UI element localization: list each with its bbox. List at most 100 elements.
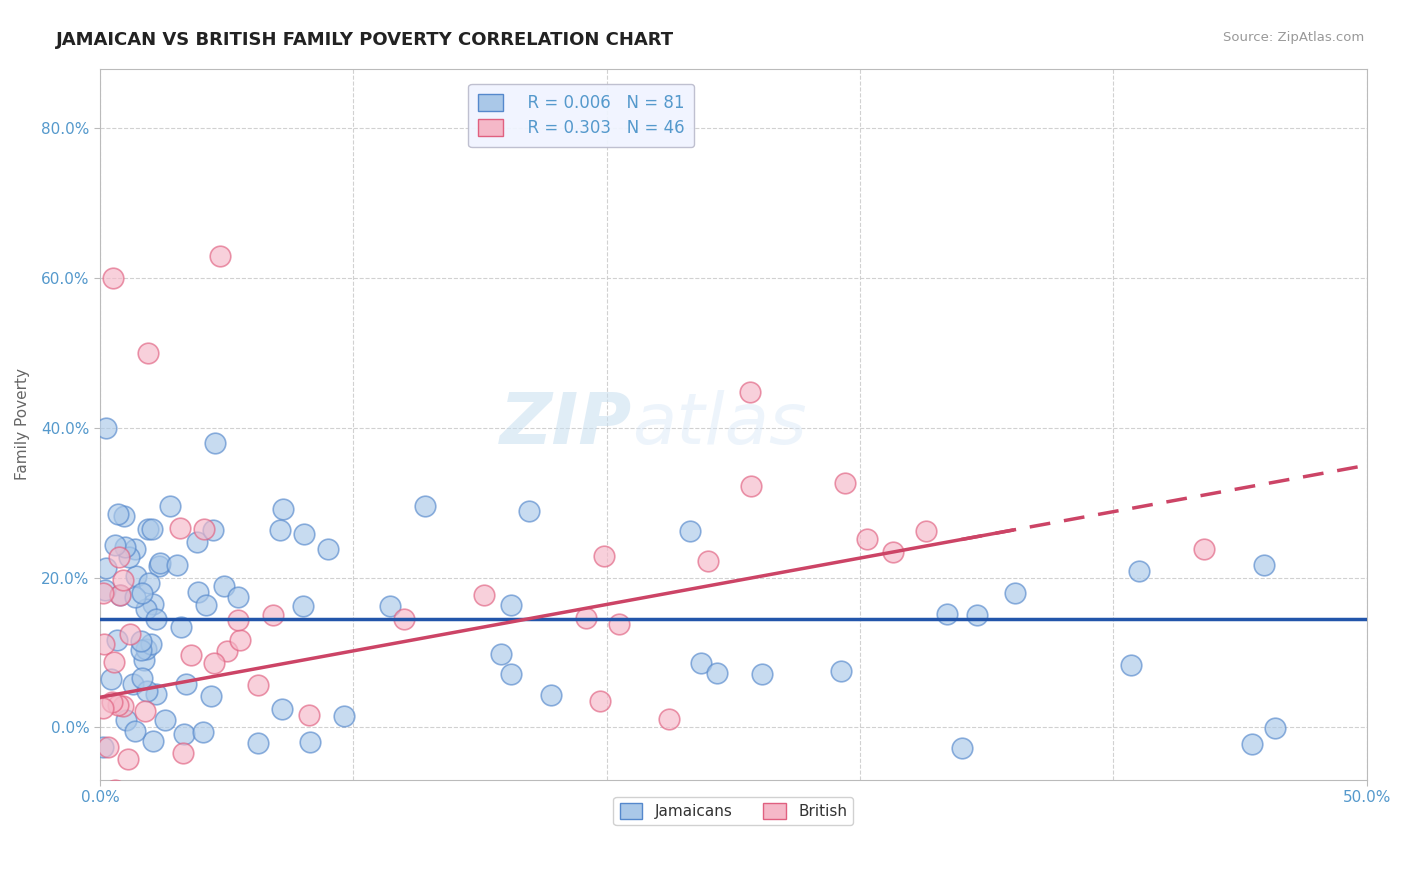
Point: [132, 653, 155, 667]
Point: [226, 613, 249, 627]
Point: [107, 632, 129, 647]
Point: [94, 583, 117, 598]
Point: [114, 540, 136, 554]
Point: [299, 735, 322, 749]
Point: [1241, 737, 1264, 751]
Point: [173, 727, 195, 741]
Point: [96, 739, 118, 754]
Text: ZIP: ZIP: [499, 390, 633, 458]
Point: [193, 523, 215, 537]
Point: [297, 707, 319, 722]
Point: [247, 735, 270, 749]
Point: [153, 713, 176, 727]
Point: [118, 550, 141, 565]
Point: [696, 554, 718, 568]
Point: [472, 588, 495, 602]
Point: [108, 588, 131, 602]
Point: [247, 678, 270, 692]
Point: [94, 421, 117, 435]
Point: [94, 560, 117, 574]
Text: atlas: atlas: [633, 390, 807, 458]
Point: [112, 699, 135, 714]
Point: [100, 672, 122, 686]
Point: [201, 523, 224, 537]
Point: [935, 607, 957, 622]
Point: [1192, 541, 1215, 556]
Point: [202, 657, 225, 671]
Point: [834, 476, 856, 491]
Point: [135, 602, 157, 616]
Point: [138, 575, 160, 590]
Point: [740, 384, 762, 399]
Point: [141, 637, 163, 651]
Point: [93, 637, 115, 651]
Text: JAMAICAN VS BRITISH FAMILY POVERTY CORRELATION CHART: JAMAICAN VS BRITISH FAMILY POVERTY CORRE…: [56, 31, 675, 49]
Legend: Jamaicans, British: Jamaicans, British: [613, 797, 853, 825]
Point: [104, 537, 127, 551]
Point: [142, 597, 165, 611]
Point: [546, 805, 568, 819]
Point: [186, 534, 208, 549]
Point: [131, 671, 153, 685]
Text: Source: ZipAtlas.com: Source: ZipAtlas.com: [1223, 31, 1364, 45]
Point: [148, 558, 170, 573]
Point: [1253, 558, 1275, 573]
Point: [228, 632, 250, 647]
Point: [966, 608, 988, 623]
Point: [107, 507, 129, 521]
Point: [124, 723, 146, 738]
Point: [292, 527, 315, 541]
Point: [690, 656, 713, 670]
Point: [129, 787, 152, 801]
Point: [1128, 564, 1150, 578]
Point: [135, 642, 157, 657]
Point: [118, 626, 141, 640]
Point: [166, 558, 188, 573]
Point: [122, 676, 145, 690]
Point: [413, 500, 436, 514]
Point: [124, 542, 146, 557]
Point: [145, 688, 167, 702]
Point: [110, 588, 132, 602]
Point: [392, 612, 415, 626]
Point: [172, 746, 194, 760]
Point: [332, 709, 354, 723]
Point: [131, 585, 153, 599]
Point: [517, 504, 540, 518]
Point: [499, 666, 522, 681]
Point: [124, 590, 146, 604]
Point: [149, 557, 172, 571]
Point: [679, 524, 702, 538]
Point: [1004, 586, 1026, 600]
Point: [217, 644, 239, 658]
Point: [135, 684, 157, 698]
Point: [176, 677, 198, 691]
Point: [950, 741, 973, 756]
Point: [228, 590, 250, 604]
Point: [107, 698, 129, 713]
Point: [212, 579, 235, 593]
Point: [540, 688, 562, 702]
Point: [101, 271, 124, 285]
Point: [141, 522, 163, 536]
Point: [856, 533, 879, 547]
Point: [200, 689, 222, 703]
Point: [117, 752, 139, 766]
Point: [194, 599, 217, 613]
Point: [1121, 658, 1143, 673]
Point: [134, 704, 156, 718]
Point: [129, 643, 152, 657]
Point: [271, 702, 294, 716]
Point: [316, 541, 339, 556]
Point: [115, 713, 138, 727]
Point: [751, 666, 773, 681]
Point: [136, 346, 159, 360]
Point: [830, 665, 852, 679]
Point: [262, 608, 284, 623]
Point: [91, 586, 114, 600]
Point: [136, 522, 159, 536]
Point: [589, 694, 612, 708]
Point: [658, 712, 681, 726]
Point: [607, 617, 630, 632]
Point: [269, 523, 291, 537]
